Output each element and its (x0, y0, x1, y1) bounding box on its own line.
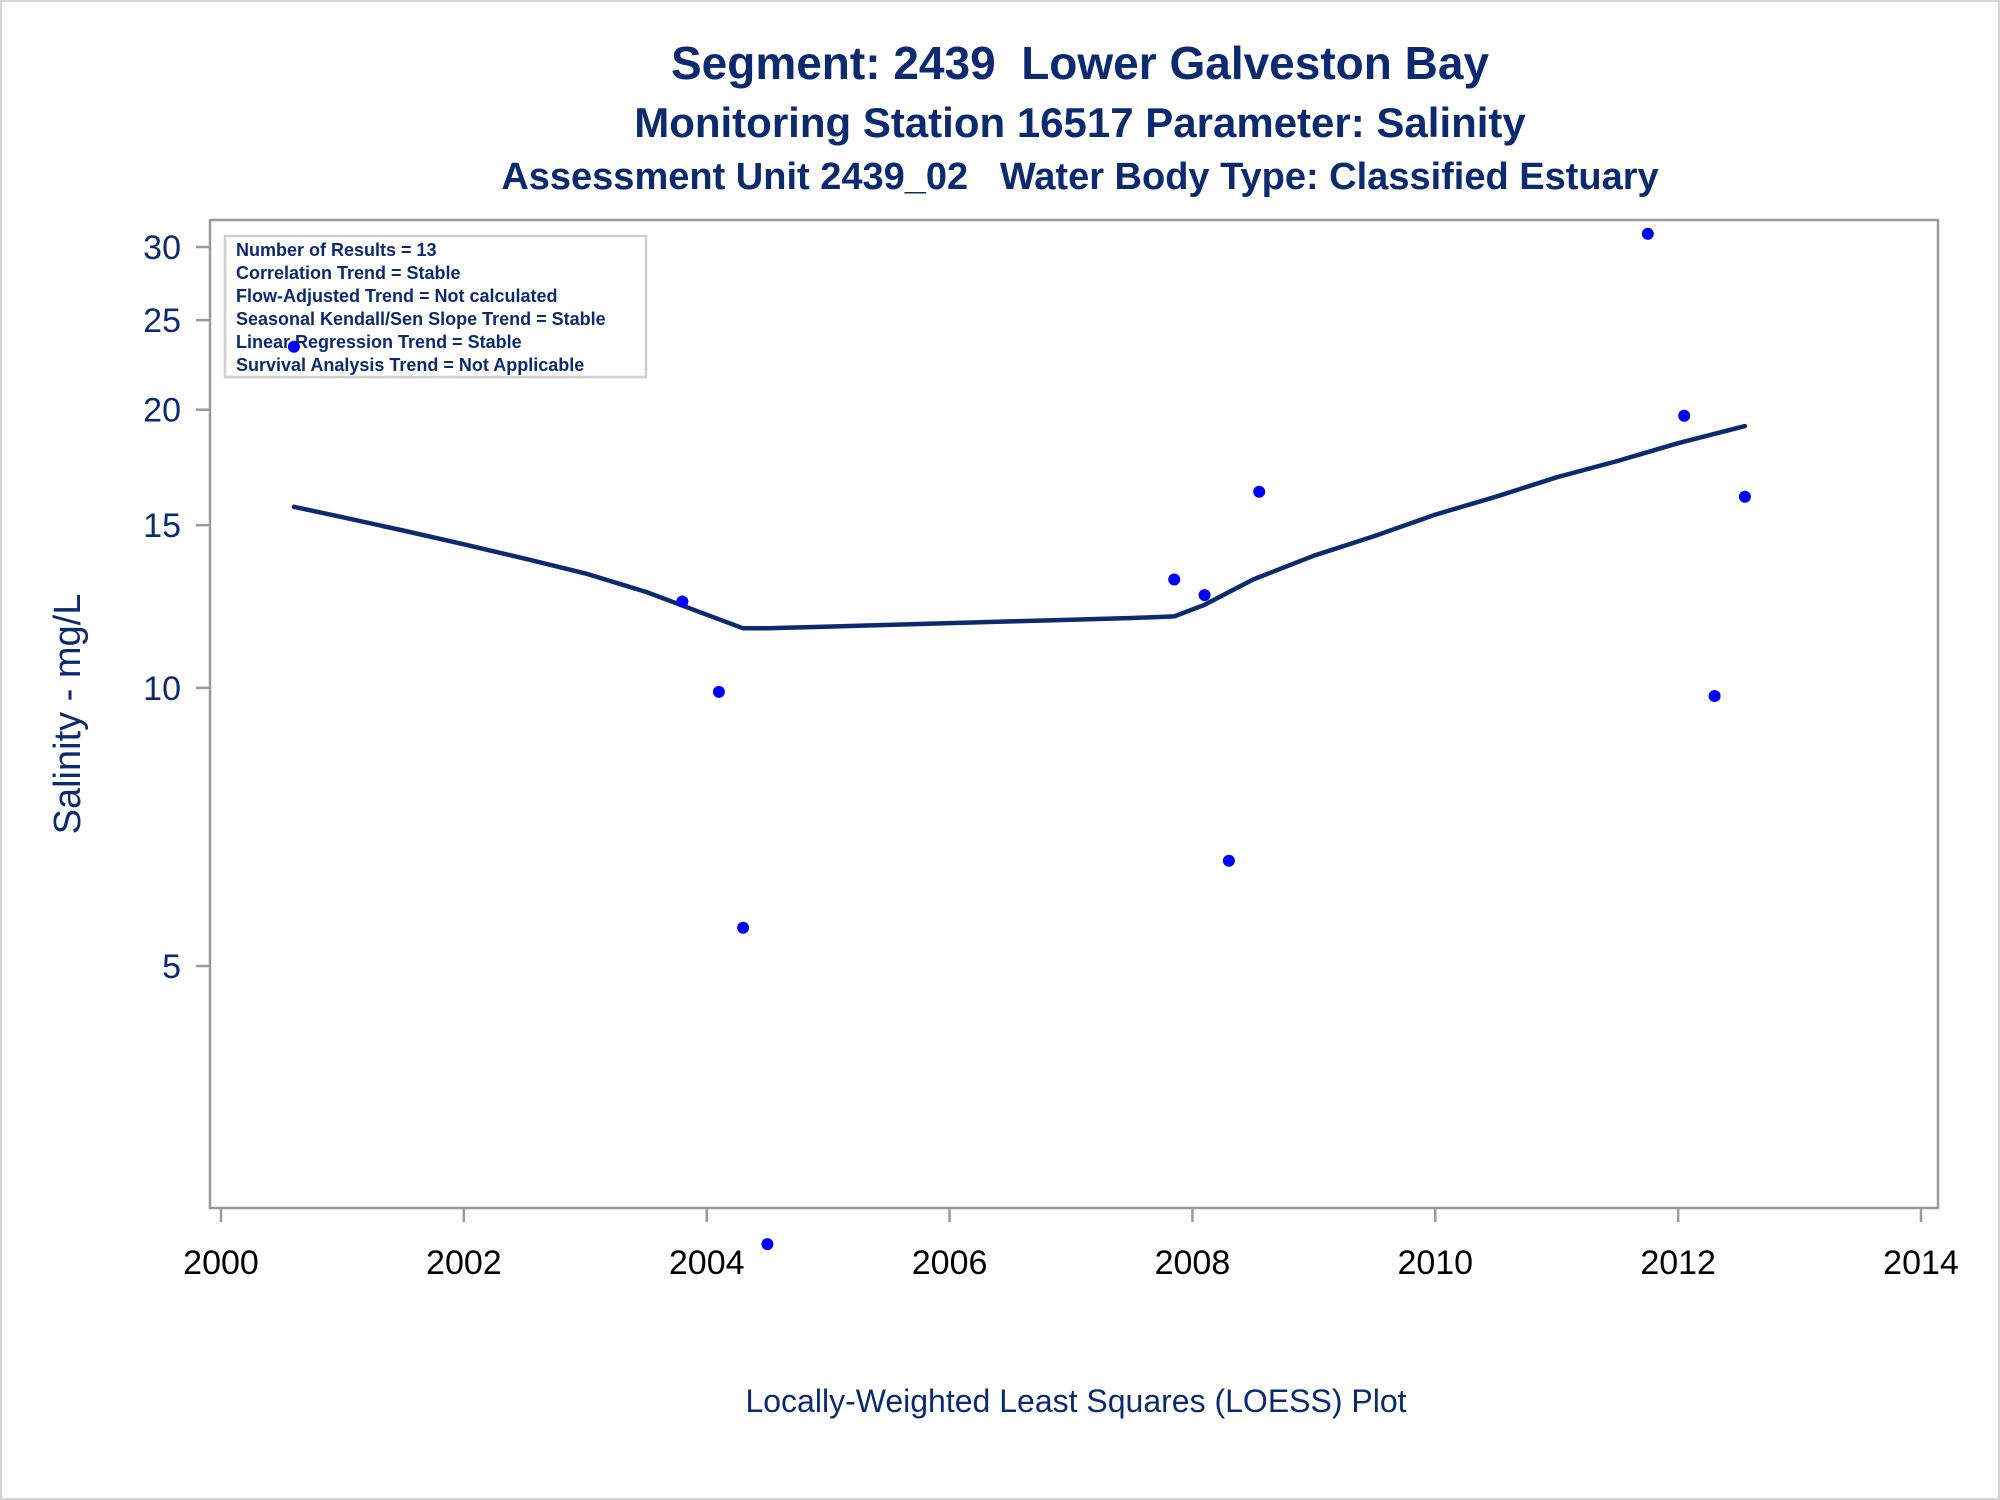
data-point (676, 595, 689, 608)
x-tick-label-2006: 2006 (912, 1244, 988, 1282)
data-point (1253, 485, 1266, 498)
chart-title: Segment: 2439 Lower Galveston Bay (671, 37, 1489, 89)
data-point (287, 340, 300, 353)
y-tick-label-25: 25 (143, 302, 181, 340)
data-point (1708, 690, 1721, 702)
y-axis: 5 10 15 20 25 30 (143, 229, 210, 986)
data-point (1198, 589, 1211, 602)
stats-line-seasonal-kendall: Seasonal Kendall/Sen Slope Trend = Stabl… (236, 309, 606, 329)
x-tick-label-2004: 2004 (669, 1244, 745, 1282)
stats-line-results: Number of Results = 13 (236, 240, 437, 260)
y-tick-label-20: 20 (143, 392, 181, 430)
data-point (761, 1238, 774, 1251)
x-tick-label-2002: 2002 (426, 1244, 502, 1282)
x-axis-label: Locally-Weighted Least Squares (LOESS) P… (745, 1383, 1406, 1419)
y-tick-label-15: 15 (143, 507, 181, 545)
data-points (287, 227, 1751, 1251)
stats-line-survival: Survival Analysis Trend = Not Applicable (236, 355, 584, 375)
x-axis: 2000 2002 2004 2006 2008 2010 2012 2014 (183, 1208, 1959, 1282)
y-tick-label-5: 5 (162, 948, 181, 986)
data-point (712, 685, 725, 698)
chart-subtitle-2: Assessment Unit 2439_02 Water Body Type:… (501, 156, 1658, 198)
stats-line-linear-regression: Linear Regression Trend = Stable (236, 332, 522, 352)
x-tick-label-2014: 2014 (1883, 1244, 1959, 1282)
x-tick-label-2010: 2010 (1397, 1244, 1473, 1282)
stats-box: Number of Results = 13 Correlation Trend… (223, 234, 648, 379)
stats-line-correlation: Correlation Trend = Stable (236, 263, 461, 283)
data-point (1678, 409, 1691, 422)
stats-line-flow-adjusted: Flow-Adjusted Trend = Not calculated (236, 286, 558, 306)
y-tick-label-30: 30 (143, 229, 181, 267)
data-point (1738, 490, 1751, 503)
data-point (1641, 227, 1654, 240)
loess-curve (291, 423, 1748, 631)
data-point (737, 921, 750, 934)
data-point (1222, 854, 1235, 867)
x-tick-label-2008: 2008 (1155, 1244, 1231, 1282)
stats-box-border (223, 234, 648, 379)
chart-subtitle: Monitoring Station 16517 Parameter: Sali… (634, 99, 1526, 146)
data-point (1168, 573, 1181, 586)
x-tick-label-2000: 2000 (183, 1244, 259, 1282)
y-axis-label: Salinity - mg/L (47, 594, 89, 835)
plot-area (208, 218, 1940, 1210)
y-tick-label-10: 10 (143, 670, 181, 708)
x-tick-label-2012: 2012 (1640, 1244, 1716, 1282)
